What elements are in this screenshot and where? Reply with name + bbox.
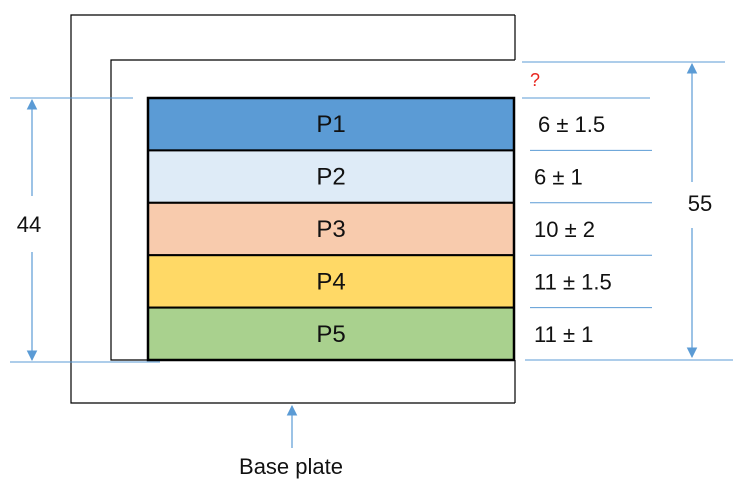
stack-height-label: 44 [17,212,41,237]
layer-stack-outline [146,96,516,362]
base-plate-label: Base plate [239,454,343,479]
tolerance-p1: 6 ± 1.5 [538,112,605,137]
layer-p1-label: P1 [316,111,345,138]
tolerance-p3: 10 ± 2 [534,217,595,242]
tolerance-p2: 6 ± 1 [534,165,583,190]
layer-p3 [147,201,515,257]
tolerance-labels: 6 ± 1.5 6 ± 1 10 ± 2 11 ± 1.5 11 ± 1 [534,112,612,347]
layer-stack: P1 P2 P3 P4 P5 [147,97,515,362]
tolerance-p5: 11 ± 1 [534,322,593,347]
layer-p4-label: P4 [316,268,345,295]
tolerance-separators [522,97,652,309]
layer-p5-label: P5 [316,321,345,348]
layer-p2-label: P2 [316,164,345,191]
total-height-label: 55 [688,191,712,216]
layer-p3-label: P3 [316,216,345,243]
outer-housing-outline [70,14,515,404]
unknown-gap-label: ? [530,70,540,90]
inner-housing-outline [110,59,515,361]
layer-p1 [147,97,515,152]
tolerance-p4: 11 ± 1.5 [534,269,612,294]
